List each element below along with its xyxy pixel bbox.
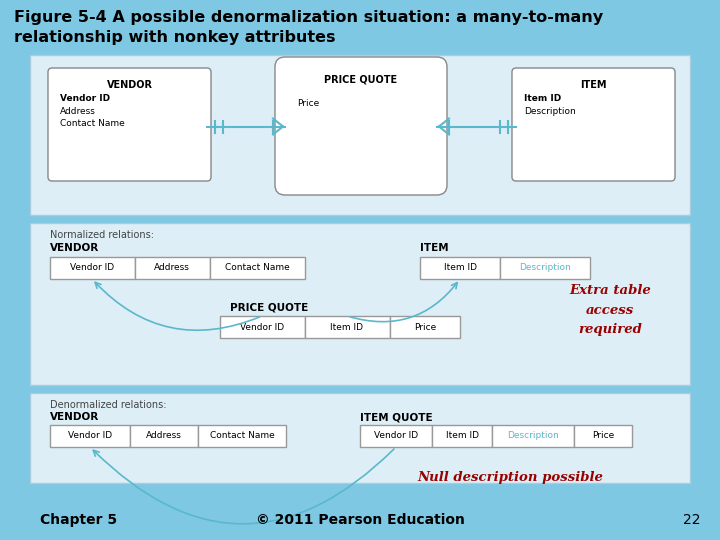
Text: Null description possible: Null description possible xyxy=(417,471,603,484)
Text: Vendor ID: Vendor ID xyxy=(240,322,284,332)
Text: VENDOR: VENDOR xyxy=(50,412,99,422)
Text: Address: Address xyxy=(146,431,182,441)
Text: Vendor ID: Vendor ID xyxy=(68,431,112,441)
FancyBboxPatch shape xyxy=(432,425,492,447)
Bar xyxy=(30,223,690,385)
Text: Description: Description xyxy=(524,107,576,116)
Text: 22: 22 xyxy=(683,513,700,527)
Text: Address: Address xyxy=(60,107,96,116)
Text: © 2011 Pearson Education: © 2011 Pearson Education xyxy=(256,513,464,527)
Text: Denormalized relations:: Denormalized relations: xyxy=(50,400,166,410)
Text: Item ID: Item ID xyxy=(444,264,477,273)
Text: ITEM: ITEM xyxy=(580,80,607,90)
Text: VENDOR: VENDOR xyxy=(50,243,99,253)
Text: VENDOR: VENDOR xyxy=(107,80,153,90)
Text: Price: Price xyxy=(592,431,614,441)
Bar xyxy=(30,55,690,215)
FancyBboxPatch shape xyxy=(130,425,198,447)
FancyBboxPatch shape xyxy=(390,316,460,338)
Bar xyxy=(30,393,690,483)
Text: Vendor ID: Vendor ID xyxy=(374,431,418,441)
Text: Figure 5-4 A possible denormalization situation: a many-to-many: Figure 5-4 A possible denormalization si… xyxy=(14,10,603,25)
FancyBboxPatch shape xyxy=(420,257,500,279)
FancyBboxPatch shape xyxy=(360,425,432,447)
Text: Price: Price xyxy=(297,99,319,108)
Text: Normalized relations:: Normalized relations: xyxy=(50,230,154,240)
FancyBboxPatch shape xyxy=(305,316,390,338)
Text: Address: Address xyxy=(154,264,190,273)
Text: relationship with nonkey attributes: relationship with nonkey attributes xyxy=(14,30,336,45)
Text: Contact Name: Contact Name xyxy=(60,119,125,128)
Text: Vendor ID: Vendor ID xyxy=(70,264,114,273)
Text: Contact Name: Contact Name xyxy=(210,431,274,441)
FancyBboxPatch shape xyxy=(512,68,675,181)
Text: Price: Price xyxy=(414,322,436,332)
FancyBboxPatch shape xyxy=(50,425,130,447)
FancyBboxPatch shape xyxy=(210,257,305,279)
FancyBboxPatch shape xyxy=(492,425,574,447)
FancyBboxPatch shape xyxy=(275,57,447,195)
FancyBboxPatch shape xyxy=(574,425,632,447)
Text: Chapter 5: Chapter 5 xyxy=(40,513,117,527)
Text: ITEM QUOTE: ITEM QUOTE xyxy=(360,412,433,422)
Text: PRICE QUOTE: PRICE QUOTE xyxy=(230,303,308,313)
FancyBboxPatch shape xyxy=(500,257,590,279)
FancyBboxPatch shape xyxy=(198,425,286,447)
FancyBboxPatch shape xyxy=(135,257,210,279)
FancyBboxPatch shape xyxy=(50,257,135,279)
Text: Vendor ID: Vendor ID xyxy=(60,94,110,103)
Text: Extra table
access
required: Extra table access required xyxy=(569,285,651,335)
Text: Contact Name: Contact Name xyxy=(225,264,289,273)
Text: Description: Description xyxy=(507,431,559,441)
Text: Description: Description xyxy=(519,264,571,273)
FancyBboxPatch shape xyxy=(220,316,305,338)
Text: PRICE QUOTE: PRICE QUOTE xyxy=(325,75,397,85)
Text: Item ID: Item ID xyxy=(330,322,364,332)
Text: Item ID: Item ID xyxy=(524,94,562,103)
FancyBboxPatch shape xyxy=(48,68,211,181)
Text: Item ID: Item ID xyxy=(446,431,479,441)
Text: ITEM: ITEM xyxy=(420,243,449,253)
